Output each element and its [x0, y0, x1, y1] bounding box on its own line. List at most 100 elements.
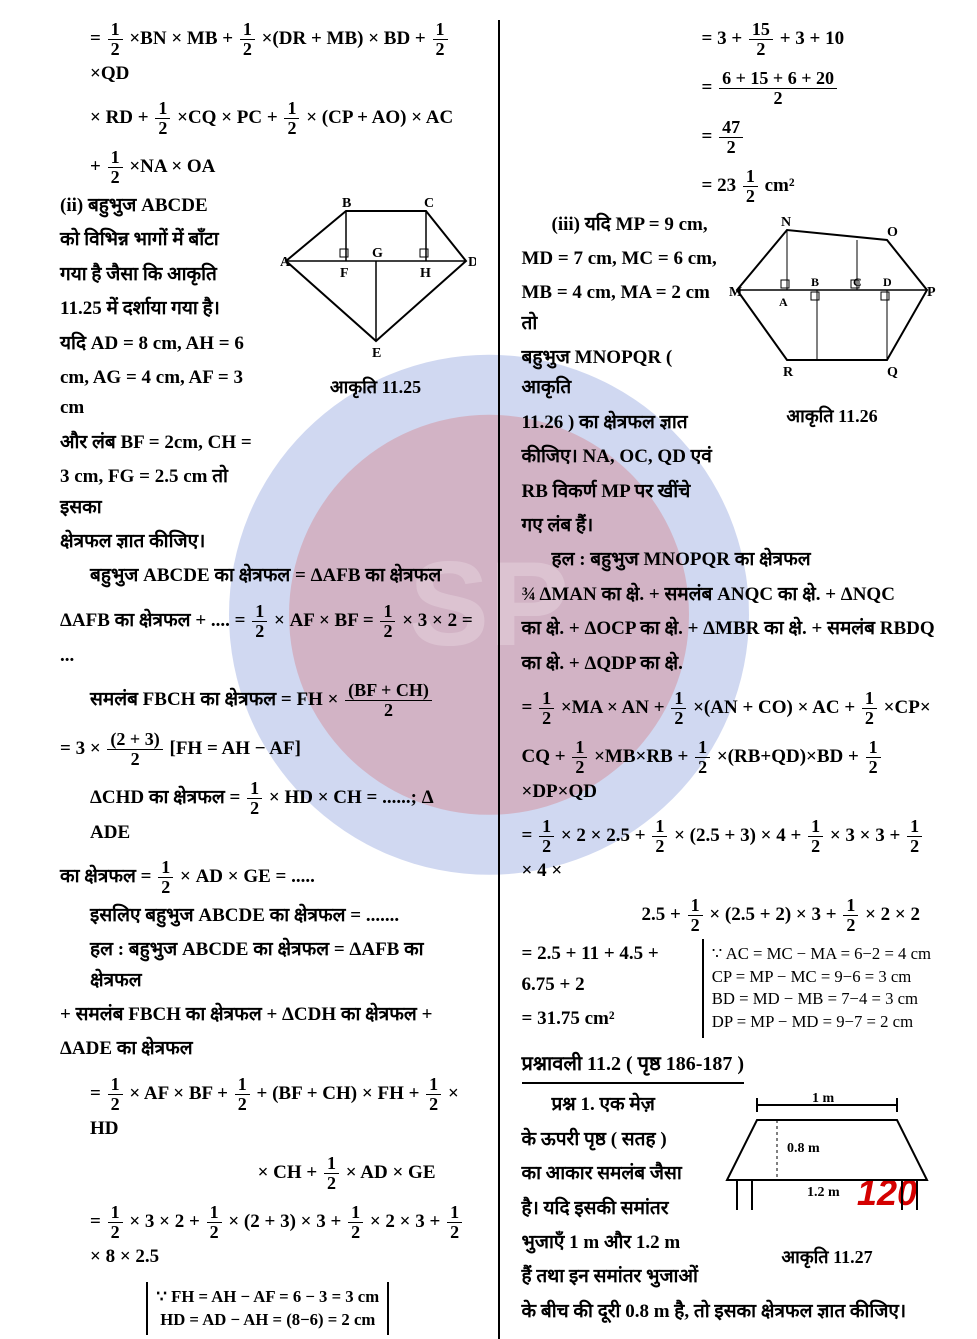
eq-line: × CH + 12 × AD × GE [60, 1154, 476, 1193]
eq-line-3: + 12 ×NA × OA [60, 148, 476, 187]
t: = [702, 126, 713, 147]
para-line: MD = 7 cm, MC = 6 cm, [522, 244, 720, 274]
t: × (2.5 + 3) × 4 + [674, 825, 801, 846]
t: × AF × BF + [129, 1083, 228, 1104]
t: DP = MP − MD = 9−7 = 2 cm [712, 1012, 913, 1031]
text-line: ¾ ΔMAN का क्षे. + समलंब ANQC का क्षे. + … [522, 580, 938, 610]
t: ×NA × OA [129, 156, 215, 177]
eq-line-2: × RD + 12 ×CQ × PC + 12 × (CP + AO) × AC [60, 99, 476, 138]
t: + [90, 156, 106, 177]
svg-text:B: B [342, 196, 351, 211]
para-line: है। यदि इसकी समांतर [522, 1194, 710, 1224]
svg-text:R: R [783, 365, 794, 380]
t: × CH + [258, 1162, 318, 1183]
left-column: = 12 ×BN × MB + 12 ×(DR + MB) × BD + 12 … [60, 20, 476, 1339]
t: = 3 × [60, 738, 101, 759]
svg-text:N: N [781, 215, 791, 230]
t: = 23 [702, 174, 737, 195]
eq-line: ΔCHD का क्षेत्रफल = 12 × HD × CH = .....… [60, 779, 476, 848]
para-line: को विभिन्न भागों में बाँटा [60, 225, 268, 255]
t: = [90, 1211, 101, 1232]
t: [FH = AH − AF] [170, 738, 301, 759]
t: × 8 × 2.5 [90, 1246, 159, 1267]
eq-line: = 3 + 152 + 3 + 10 [522, 20, 938, 59]
t: ΔCHD का क्षेत्रफल = [90, 787, 240, 808]
t: × AD × GE = ..... [180, 866, 315, 887]
svg-text:G: G [372, 246, 383, 261]
text-line: हल : बहुभुज MNOPQR का क्षेत्रफल [522, 545, 938, 575]
eq-line: = 6 + 15 + 6 + 202 [522, 69, 938, 108]
eq-line: समलंब FBCH का क्षेत्रफल = FH × (BF + CH)… [60, 681, 476, 720]
note-box: ∵ FH = AH − AF = 6 − 3 = 3 cm HD = AD − … [60, 1282, 476, 1335]
t: × AD × GE [346, 1162, 436, 1183]
text-line: का क्षे. + ΔQDP का क्षे. [522, 649, 938, 679]
t: ×(DR + MB) × BD + [262, 28, 426, 49]
para-line: कीजिए। NA, OC, QD एवं [522, 442, 720, 472]
t: = [702, 77, 713, 98]
t: ×MB×RB + [594, 746, 688, 767]
eq-line: 2.5 + 12 × (2.5 + 2) × 3 + 12 × 2 × 2 [522, 896, 938, 935]
t: ΔAFB का क्षेत्रफल + .... = [60, 610, 245, 631]
text-line: ΔADE का क्षेत्रफल [60, 1034, 476, 1064]
text-line: बहुभुज ABCDE का क्षेत्रफल = ΔAFB का क्षे… [60, 561, 476, 591]
eq-line-1: = 12 ×BN × MB + 12 ×(DR + MB) × BD + 12 … [60, 20, 476, 89]
t: ×(AN + CO) × AC + [693, 697, 855, 718]
t: ×MA × AN + [561, 697, 665, 718]
t: ×QD [90, 63, 129, 84]
t: ×CQ × PC + [177, 107, 278, 128]
svg-text:O: O [887, 225, 898, 240]
eq-line: = 23 12 cm² [522, 167, 938, 206]
svg-text:C: C [424, 196, 434, 211]
text-line: = 31.75 cm² [522, 1004, 694, 1034]
text-line: = 2.5 + 11 + 4.5 + 6.75 + 2 [522, 939, 694, 1000]
right-column: = 3 + 152 + 3 + 10 = 6 + 15 + 6 + 202 = … [522, 20, 938, 1339]
svg-text:A: A [280, 255, 291, 270]
note-box: ∵ AC = MC − MA = 6−2 = 4 cm CP = MP − MC… [702, 939, 937, 1037]
para-line: भुजाएँ 1 m और 1.2 m [522, 1228, 710, 1258]
t: ×BN × MB + [129, 28, 237, 49]
para-line: (iii) यदि MP = 9 cm, [522, 210, 720, 240]
figure-caption: आकृति 11.25 [276, 373, 476, 402]
eq-line: = 12 × 3 × 2 + 12 × (2 + 3) × 3 + 12 × 2… [60, 1203, 476, 1272]
para-line: cm, AG = 4 cm, AF = 3 cm [60, 363, 268, 424]
t: × 2 × 2.5 + [561, 825, 646, 846]
para-line: गया है जैसा कि आकृति [60, 260, 268, 290]
svg-text:Q: Q [887, 365, 898, 380]
eq-line: का क्षेत्रफल = 12 × AD × GE = ..... [60, 858, 476, 897]
para-line: RB विकर्ण MP पर खींचे [522, 477, 720, 507]
para-line: के बीच की दूरी 0.8 m है, तो इसका क्षेत्र… [522, 1297, 938, 1327]
t: × 2 × 3 + [370, 1211, 440, 1232]
t: + 3 + 10 [780, 28, 844, 49]
svg-text:C: C [853, 275, 862, 289]
eq-line: = 12 × AF × BF + 12 + (BF + CH) × FH + 1… [60, 1075, 476, 1144]
para-line: यदि AD = 8 cm, AH = 6 [60, 329, 268, 359]
t: = [522, 825, 533, 846]
svg-text:1.2 m: 1.2 m [807, 1185, 840, 1200]
svg-text:B: B [811, 275, 819, 289]
figure-11-26: M N O P Q R A B C D आकृति 11.26 [727, 210, 937, 431]
eq-line: = 12 ×MA × AN + 12 ×(AN + CO) × AC + 12 … [522, 689, 938, 728]
para-line: के ऊपरी पृष्ठ ( सतह ) [522, 1125, 710, 1155]
t: ∵ FH = AH − AF = 6 − 3 = 3 cm [156, 1287, 379, 1306]
svg-text:1 m: 1 m [812, 1091, 835, 1106]
t: ∵ AC = MC − MA = 6−2 = 4 cm [712, 944, 931, 963]
t: CP = MP − MC = 9−6 = 3 cm [712, 967, 911, 986]
t: × RD + [90, 107, 153, 128]
t: + (BF + CH) × FH + [257, 1083, 420, 1104]
t: ×CP× [884, 697, 931, 718]
t: × (2 + 3) × 3 + [228, 1211, 341, 1232]
t: ×DP×QD [522, 781, 597, 802]
t: × 4 × [522, 860, 563, 881]
t: = [522, 697, 533, 718]
para-line: प्रश्न 1. एक मेज़ [522, 1090, 710, 1120]
para-line: (ii) बहुभुज ABCDE [60, 191, 268, 221]
text-line: इसलिए बहुभुज ABCDE का क्षेत्रफल = ......… [60, 901, 476, 931]
para-line: MB = 4 cm, MA = 2 cm तो [522, 278, 720, 339]
para-line: का आकार समलंब जैसा [522, 1159, 710, 1189]
t: का क्षेत्रफल = [60, 866, 151, 887]
svg-text:P: P [927, 285, 936, 300]
para-line: गए लंब हैं। [522, 511, 720, 541]
figure-caption: आकृति 11.27 [717, 1243, 937, 1272]
figure-11-27: 1 m 0.8 m 1.2 m आकृति 11.27 [717, 1090, 937, 1271]
svg-text:F: F [340, 266, 349, 281]
